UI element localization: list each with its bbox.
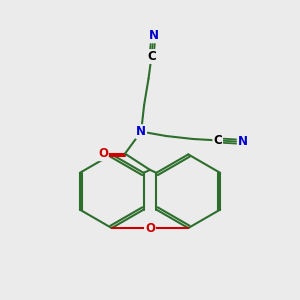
Text: N: N: [238, 135, 248, 148]
Text: O: O: [98, 147, 108, 160]
Text: N: N: [148, 29, 158, 42]
Text: N: N: [136, 125, 146, 138]
Text: C: C: [147, 50, 156, 63]
Text: O: O: [145, 221, 155, 235]
Text: C: C: [213, 134, 222, 147]
